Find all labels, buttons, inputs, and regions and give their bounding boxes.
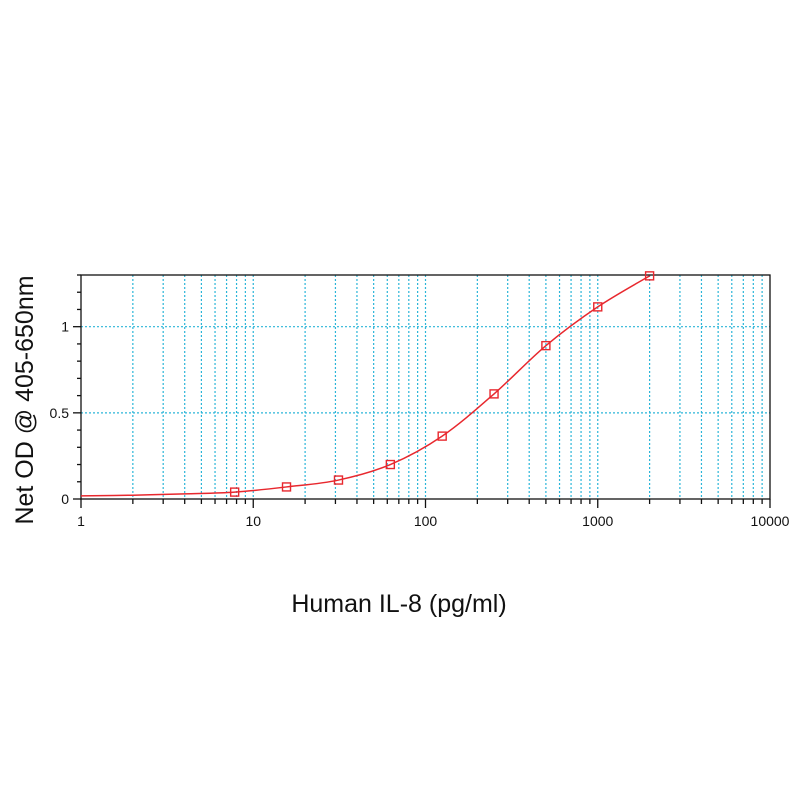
fitted-curve bbox=[80, 275, 650, 497]
data-point-square bbox=[489, 389, 499, 399]
data-point-square bbox=[437, 431, 447, 441]
x-tick-label: 1000 bbox=[582, 513, 613, 529]
data-point-square bbox=[644, 271, 655, 281]
y-tick-label: 1 bbox=[61, 319, 69, 335]
y-axis-title: Net OD @ 405-650nm bbox=[11, 275, 39, 524]
data-point-square bbox=[593, 302, 603, 312]
y-tick-labels: 00.51 bbox=[50, 319, 70, 507]
y-tick-label: 0.5 bbox=[50, 405, 70, 421]
x-tick-label: 100 bbox=[414, 513, 438, 529]
grid-lines bbox=[81, 275, 770, 499]
axes bbox=[73, 274, 771, 508]
data-points bbox=[229, 271, 655, 497]
x-tick-label: 1 bbox=[77, 513, 85, 529]
x-tick-labels: 1 10 100 1000 10000 bbox=[77, 513, 790, 529]
y-tick-label: 0 bbox=[61, 491, 69, 507]
data-point-square bbox=[541, 340, 551, 351]
x-tick-label: 10000 bbox=[751, 513, 790, 529]
x-tick-label: 10 bbox=[245, 513, 261, 529]
data-point-square bbox=[229, 487, 240, 497]
data-point-square bbox=[333, 475, 344, 485]
data-point-square bbox=[281, 482, 292, 492]
x-axis-title: Human IL-8 (pg/ml) bbox=[291, 590, 506, 618]
data-point-square bbox=[385, 459, 396, 470]
